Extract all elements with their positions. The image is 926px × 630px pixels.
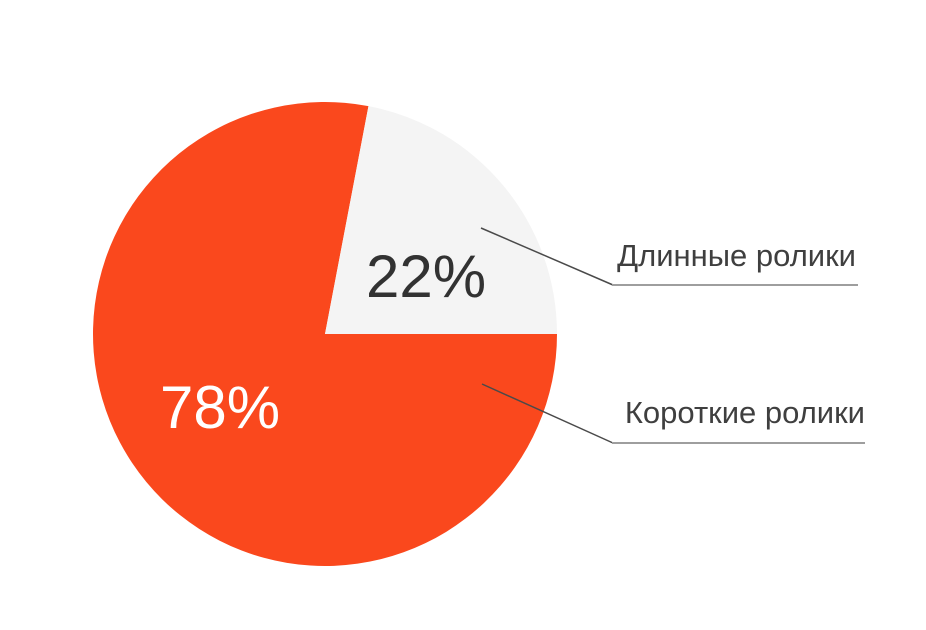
callout-short-videos-connector [481,383,865,444]
long-videos-connector-diagonal-line [480,227,614,286]
slice-value-label-short-videos: 78% [160,374,281,441]
callout-long-videos-connector [480,227,858,286]
pie-chart [92,102,557,567]
pie-slice-0 [92,102,557,567]
callout-label-short-videos: Короткие ролики [624,395,865,430]
pie-slice-1 [325,106,557,334]
callout-label-long-videos: Длинные ролики [617,238,856,273]
short-videos-connector-diagonal-line [481,383,614,444]
slice-value-label-long-videos: 22% [366,243,487,310]
